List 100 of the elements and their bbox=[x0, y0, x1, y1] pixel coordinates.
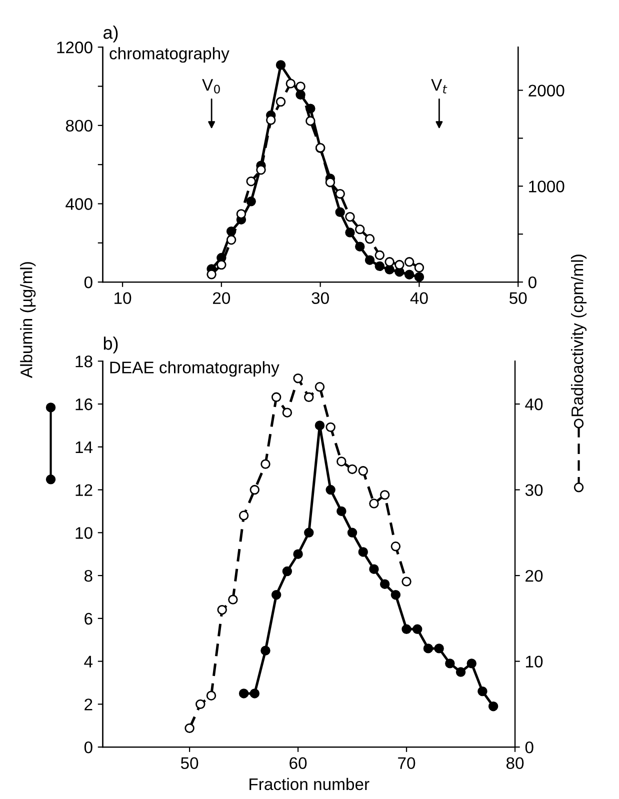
y2-tick-label: 30 bbox=[525, 484, 543, 496]
point bbox=[374, 261, 385, 272]
y-tick-label: 16 bbox=[76, 398, 92, 410]
point bbox=[325, 177, 336, 188]
point bbox=[238, 688, 249, 698]
point bbox=[314, 382, 325, 392]
point bbox=[336, 506, 346, 516]
point bbox=[414, 272, 424, 282]
point bbox=[364, 255, 375, 265]
point bbox=[380, 579, 390, 589]
point bbox=[423, 644, 434, 654]
y-tick-label: 14 bbox=[76, 441, 93, 453]
x-axis-title: Fraction number bbox=[250, 778, 370, 790]
point bbox=[304, 392, 314, 402]
y2-tick-label: 10 bbox=[526, 656, 543, 668]
point bbox=[256, 165, 266, 175]
x-tick-label: 10 bbox=[114, 292, 132, 304]
point bbox=[355, 242, 365, 252]
point bbox=[271, 590, 282, 600]
point bbox=[282, 566, 292, 576]
point bbox=[238, 510, 249, 520]
point bbox=[216, 260, 226, 270]
chart-title: b) bbox=[104, 336, 118, 354]
point bbox=[206, 270, 216, 280]
point bbox=[390, 542, 401, 552]
point bbox=[434, 644, 444, 654]
point bbox=[380, 490, 390, 500]
point bbox=[236, 209, 246, 219]
x-tick-label: 60 bbox=[290, 757, 307, 770]
point bbox=[358, 466, 368, 476]
point bbox=[335, 188, 345, 199]
y-tick-label: 0 bbox=[84, 276, 92, 288]
point bbox=[246, 196, 256, 206]
point bbox=[196, 699, 206, 710]
point bbox=[384, 257, 394, 267]
point bbox=[260, 459, 270, 469]
point bbox=[293, 549, 303, 559]
point bbox=[276, 60, 286, 70]
point bbox=[266, 115, 276, 125]
point bbox=[478, 686, 488, 696]
point bbox=[466, 658, 476, 668]
point bbox=[304, 528, 314, 538]
point bbox=[347, 528, 358, 538]
point bbox=[326, 422, 336, 432]
point bbox=[206, 690, 216, 700]
point bbox=[364, 234, 375, 244]
x-tick-label: 50 bbox=[510, 292, 527, 304]
y2-tick-label: 0 bbox=[528, 276, 536, 288]
point bbox=[402, 576, 412, 586]
y-tick-label: 18 bbox=[76, 356, 92, 368]
point bbox=[345, 212, 355, 222]
point bbox=[250, 484, 260, 495]
point bbox=[369, 564, 379, 574]
point bbox=[226, 235, 236, 245]
y-tick-label: 0 bbox=[84, 741, 92, 754]
point bbox=[358, 547, 368, 557]
point bbox=[345, 228, 355, 238]
chart-subtitle: DEAE chromatography bbox=[110, 361, 280, 377]
y2-tick-label: 20 bbox=[526, 570, 543, 582]
y-tick-label: 6 bbox=[84, 612, 92, 625]
x-tick-label: 40 bbox=[410, 292, 428, 304]
y-tick-label: 10 bbox=[76, 527, 92, 539]
point bbox=[306, 116, 316, 126]
point bbox=[374, 250, 385, 260]
chart-title: a) bbox=[104, 26, 118, 42]
y-tick-label: 4 bbox=[84, 656, 93, 668]
point bbox=[184, 723, 194, 734]
point bbox=[260, 646, 270, 656]
y-axis-title: Albumin (µg/ml) bbox=[20, 262, 36, 378]
point bbox=[445, 658, 455, 668]
y-tick-label: 2 bbox=[84, 698, 92, 710]
point bbox=[250, 688, 260, 698]
point bbox=[246, 176, 256, 186]
point bbox=[412, 624, 422, 634]
point bbox=[217, 604, 227, 615]
point bbox=[369, 498, 379, 508]
point bbox=[404, 270, 414, 280]
point bbox=[293, 373, 303, 384]
point bbox=[355, 224, 365, 234]
point bbox=[335, 207, 345, 218]
point bbox=[286, 78, 296, 88]
point bbox=[228, 594, 238, 604]
y-tick-label: 12 bbox=[76, 484, 92, 496]
x-tick-label: 70 bbox=[398, 757, 416, 770]
point bbox=[296, 82, 306, 92]
y2-axis-title: Radioactivity (cpm/ml) bbox=[570, 254, 587, 416]
x-tick-label: 50 bbox=[180, 757, 198, 770]
y2-tick-label: 1000 bbox=[529, 180, 564, 192]
point bbox=[390, 590, 401, 600]
point bbox=[326, 484, 336, 495]
annotation: V$_{t}$ bbox=[431, 79, 448, 94]
point bbox=[404, 257, 414, 267]
point bbox=[282, 408, 292, 418]
x-tick-label: 80 bbox=[506, 757, 524, 770]
y-tick-label: 8 bbox=[84, 570, 92, 582]
point bbox=[394, 260, 404, 270]
x-tick-label: 30 bbox=[312, 292, 329, 304]
y-tick-label: 400 bbox=[66, 198, 92, 210]
chart-subtitle: chromatography bbox=[110, 47, 230, 63]
point bbox=[336, 456, 346, 466]
